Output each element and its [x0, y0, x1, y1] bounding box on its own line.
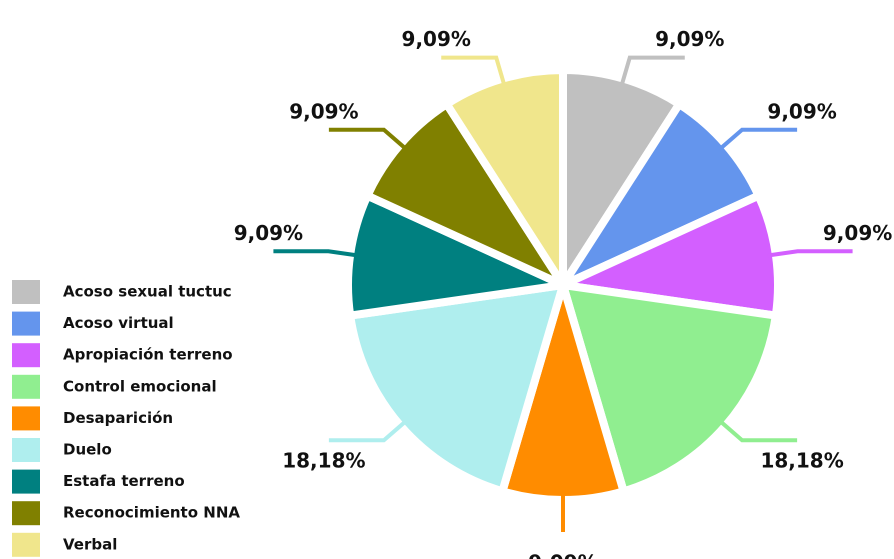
legend-label: Acoso sexual tuctuc — [63, 283, 232, 301]
data-label: 18,18% — [282, 449, 365, 473]
legend-swatch — [12, 374, 40, 399]
leader-line — [767, 249, 853, 258]
legend-swatch — [12, 406, 40, 431]
legend-swatch — [12, 501, 40, 526]
data-label: 9,09% — [289, 99, 358, 123]
leader-line — [718, 419, 798, 443]
leader-line — [441, 55, 507, 87]
legend-swatch — [12, 343, 40, 368]
legend-swatch — [12, 311, 40, 336]
data-label: 9,09% — [655, 27, 724, 51]
legend-swatch — [12, 438, 40, 462]
legend-label: Reconocimiento NNA — [63, 504, 240, 522]
legend-swatch — [12, 280, 40, 304]
leader-line — [619, 55, 685, 87]
leader-line — [273, 249, 359, 258]
leader-line — [328, 127, 408, 151]
data-label: 9,09% — [402, 27, 471, 51]
data-label: 18,18% — [760, 449, 843, 473]
data-label: 9,09% — [234, 221, 303, 245]
legend-label: Apropiación terreno — [63, 346, 233, 364]
leader-line — [328, 419, 408, 443]
legend-label: Verbal — [63, 535, 117, 553]
legend-label: Estafa terreno — [63, 472, 185, 490]
data-label: 9,09% — [528, 551, 597, 559]
leader-line — [718, 127, 798, 151]
legend-label: Acoso virtual — [63, 314, 174, 332]
legend-label: Duelo — [63, 441, 112, 459]
data-label: 9,09% — [767, 99, 836, 123]
data-label: 9,09% — [823, 221, 892, 245]
legend-label: Desaparición — [63, 409, 173, 427]
legend-swatch — [12, 469, 40, 494]
legend-label: Control emocional — [63, 377, 217, 395]
legend-swatch — [12, 532, 40, 557]
